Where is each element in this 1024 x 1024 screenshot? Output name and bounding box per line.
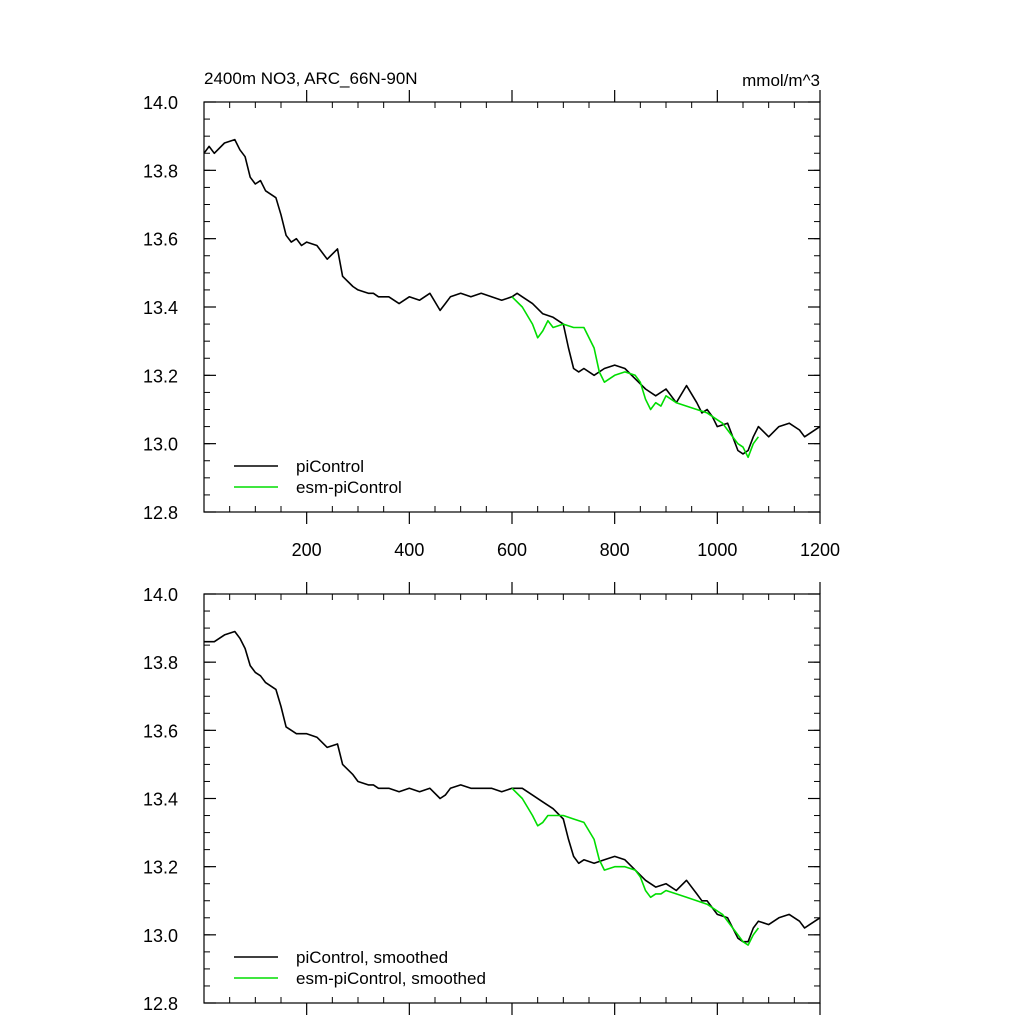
- y-tick-label: 14.0: [143, 93, 178, 113]
- y-tick-label: 13.4: [143, 790, 178, 810]
- y-tick-label: 13.8: [143, 161, 178, 181]
- y-tick-label: 13.0: [143, 926, 178, 946]
- y-tick-label: 13.6: [143, 721, 178, 741]
- legend-label: esm-piControl, smoothed: [296, 969, 486, 988]
- series-line-esm-picontrol: [511, 296, 760, 459]
- x-tick-label: 400: [394, 540, 424, 560]
- y-tick-label: 13.2: [143, 858, 178, 878]
- x-tick-label: 1000: [697, 540, 737, 560]
- legend-label: piControl, smoothed: [296, 948, 448, 967]
- series-line-picontrol: [204, 630, 821, 943]
- bottom-panel: 12.8 13.0 13.2 13.4 13.6 13.8 14.0 piControl, s…: [143, 582, 821, 1015]
- plot-frame: [203, 593, 821, 1004]
- series-line-picontrol: [203, 138, 821, 455]
- y-tick-label: 13.4: [143, 298, 178, 318]
- plot-frame: [203, 101, 821, 513]
- y-tick-label: 13.8: [143, 653, 178, 673]
- x-tick-label: 600: [497, 540, 527, 560]
- y-tick-label: 14.0: [143, 585, 178, 605]
- series-line-esm-picontrol: [511, 787, 760, 946]
- y-tick-label: 12.8: [143, 503, 178, 523]
- units-label: mmol/m^3: [742, 71, 820, 90]
- y-tick-label: 13.2: [143, 366, 178, 386]
- x-tick-label: 1200: [800, 540, 840, 560]
- chart-title: 2400m NO3, ARC_66N-90N: [204, 69, 418, 88]
- legend-label: esm-piControl: [296, 478, 402, 497]
- x-tick-label: 200: [292, 540, 322, 560]
- y-tick-label: 13.6: [143, 230, 178, 250]
- top-panel: 12.8 13.0 13.2 13.4 13.6 13.8 14.0 200 400 600 800…: [143, 90, 840, 560]
- y-tick-label: 13.0: [143, 435, 178, 455]
- legend-label: piControl: [296, 457, 364, 476]
- x-tick-label: 800: [600, 540, 630, 560]
- y-tick-label: 12.8: [143, 994, 178, 1014]
